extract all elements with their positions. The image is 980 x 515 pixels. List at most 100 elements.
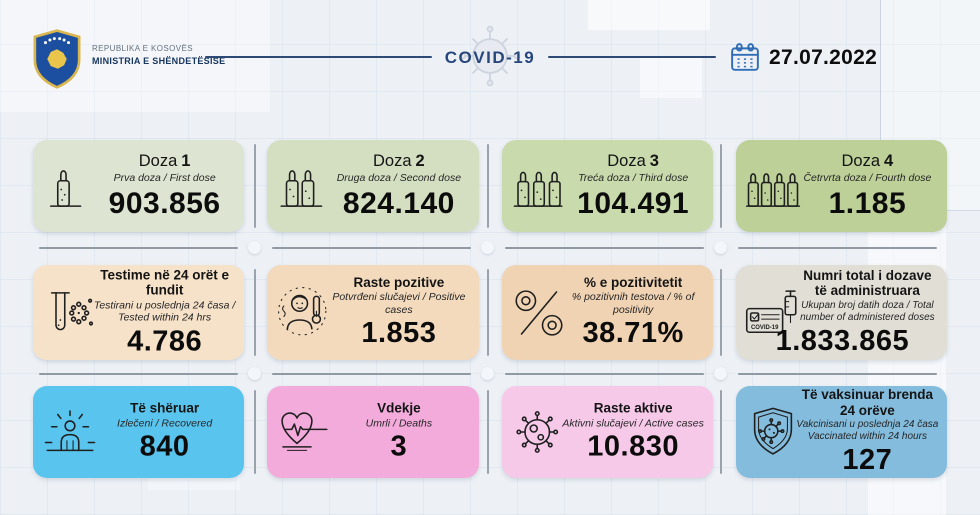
recovered-person-icon — [42, 403, 98, 461]
row-divider — [39, 247, 238, 249]
header-divider-left — [205, 56, 432, 58]
card-subtitle: % pozitivnih testova / % of positivity — [571, 291, 695, 316]
virus-icon — [511, 403, 567, 461]
card-subtitle: Vakcinisani u poslednja 24 časa Vaccinat… — [796, 419, 939, 443]
card-title: Vdekje — [377, 400, 421, 416]
page-title-group: COVID-19 — [428, 20, 552, 94]
row-divider — [505, 247, 704, 249]
card-value: 903.856 — [108, 186, 221, 220]
card-content: Numri total i dozave të administruara Uk… — [776, 267, 939, 358]
divider-node — [481, 241, 494, 254]
vaccine-certificate-icon: COVID-19 — [745, 284, 801, 342]
card-tests-24h: Testime në 24 orët e fundit Testirani u … — [33, 265, 245, 360]
card-content: Të shëruar Izlečeni / Recovered 840 — [93, 401, 236, 464]
card-subtitle: Četrvrta doza / Fourth dose — [803, 172, 932, 185]
card-value: 1.853 — [361, 317, 437, 350]
row-divider — [272, 247, 471, 249]
row-divider — [505, 373, 704, 375]
divider-node — [481, 367, 494, 380]
column-divider — [487, 144, 489, 228]
card-title: Të shëruar — [130, 400, 200, 416]
card-title: % e pozitivitetit — [583, 274, 683, 290]
card-title: Doza 4 — [841, 152, 894, 171]
card-positivity-rate: % e pozitivitetit % pozitivnih testova /… — [501, 265, 713, 360]
card-value: 824.140 — [342, 186, 455, 220]
card-subtitle: Prva doza / First dose — [113, 172, 216, 185]
outcome-row: Të shëruar Izlečeni / Recovered 840 Vdek… — [33, 386, 947, 478]
card-active-cases: Raste aktive Aktivni slučajevi / Active … — [501, 386, 713, 478]
ampoule-icon — [42, 157, 98, 215]
divider-node — [248, 367, 261, 380]
card-subtitle: Druga doza / Second dose — [336, 172, 462, 185]
card-vaccinated-24h: Të vaksinuar brenda 24 orëve Vakcinisani… — [735, 386, 947, 478]
card-subtitle: Testirani u poslednja 24 časa / Tested w… — [93, 298, 236, 324]
kosovo-emblem-logo — [33, 29, 81, 89]
card-title: Numri total i dozave të administruara — [803, 267, 932, 299]
ampoule-icon — [276, 157, 332, 215]
page-title: COVID-19 — [444, 48, 536, 67]
dose-row: Doza 1 Prva doza / First dose 903.856 — [33, 140, 947, 232]
column-divider — [487, 269, 489, 356]
card-deaths: Vdekje Umrli / Deaths 3 — [267, 386, 479, 478]
card-total-doses: COVID-19 Numri total i dozave të adminis… — [735, 265, 947, 360]
card-content: Raste aktive Aktivni slučajevi / Active … — [562, 401, 705, 464]
column-divider — [487, 390, 489, 474]
card-content: Vdekje Umrli / Deaths 3 — [327, 401, 470, 464]
card-value: 840 — [139, 430, 190, 463]
column-divider — [254, 390, 256, 474]
report-date-group: 27.07.2022 — [730, 43, 877, 72]
card-title: Raste pozitive — [353, 274, 445, 290]
background-patch — [588, 0, 710, 30]
ampoule-icon — [511, 157, 567, 215]
column-divider — [254, 144, 256, 228]
row-divider — [738, 247, 937, 249]
row-divider — [272, 373, 471, 375]
card-recovered: Të shëruar Izlečeni / Recovered 840 — [33, 386, 245, 478]
card-value: 1.833.865 — [775, 324, 910, 357]
divider-node — [248, 241, 261, 254]
virus-watermark-icon — [459, 25, 521, 87]
card-content: Të vaksinuar brenda 24 orëve Vakcinisani… — [796, 387, 939, 477]
card-subtitle: Potvrđeni slučajevi / Positive cases — [332, 291, 466, 316]
card-value: 38.71% — [582, 317, 684, 350]
shield-virus-icon — [745, 403, 801, 461]
republic-label: REPUBLIKA E KOSOVËS — [92, 44, 193, 53]
ministry-label: MINISTRIA E SHËNDETËSISË — [92, 56, 226, 66]
testing-row: Testime në 24 orët e fundit Testirani u … — [33, 265, 947, 360]
card-doza-2: Doza 2 Druga doza / Second dose 824.140 — [267, 140, 479, 232]
card-value: 3 — [390, 430, 408, 463]
card-title: Doza 2 — [373, 152, 425, 171]
card-value: 127 — [842, 444, 893, 477]
card-value: 104.491 — [577, 186, 690, 220]
test-tube-icon — [42, 284, 98, 342]
card-doza-4: Doza 4 Četrvrta doza / Fourth dose 1.185 — [735, 140, 947, 232]
card-content: % e pozitivitetit % pozitivnih testova /… — [562, 275, 705, 351]
card-content: Raste pozitive Potvrđeni slučajevi / Pos… — [327, 275, 470, 351]
card-value: 4.786 — [127, 325, 203, 358]
divider-node — [714, 367, 727, 380]
card-title: Doza 3 — [607, 152, 659, 171]
card-title: Raste aktive — [593, 400, 673, 416]
card-doza-1: Doza 1 Prva doza / First dose 903.856 — [33, 140, 245, 232]
calendar-icon — [731, 43, 759, 71]
report-date: 27.07.2022 — [769, 45, 878, 69]
column-divider — [254, 269, 256, 356]
ministry-name: REPUBLIKA E KOSOVËS MINISTRIA E SHËNDETË… — [92, 44, 225, 67]
card-value: 10.830 — [587, 430, 679, 463]
card-subtitle: Ukupan broj datih doza / Total number of… — [800, 299, 935, 323]
card-content: Doza 3 Treća doza / Third dose 104.491 — [562, 152, 705, 220]
card-doza-3: Doza 3 Treća doza / Third dose 104.491 — [501, 140, 713, 232]
card-content: Doza 1 Prva doza / First dose 903.856 — [93, 152, 236, 220]
card-value: 1.185 — [828, 186, 907, 220]
background-patch — [640, 58, 702, 98]
divider-node — [714, 241, 727, 254]
card-subtitle: Aktivni slučajevi / Active cases — [562, 417, 704, 430]
header-divider-right — [548, 56, 716, 58]
column-divider — [720, 269, 722, 356]
card-content: Doza 2 Druga doza / Second dose 824.140 — [327, 152, 470, 220]
card-subtitle: Umrli / Deaths — [365, 417, 433, 430]
card-content: Testime në 24 orët e fundit Testirani u … — [93, 267, 236, 358]
card-title: Testime në 24 orët e fundit — [100, 266, 230, 298]
percent-icon — [511, 284, 567, 342]
